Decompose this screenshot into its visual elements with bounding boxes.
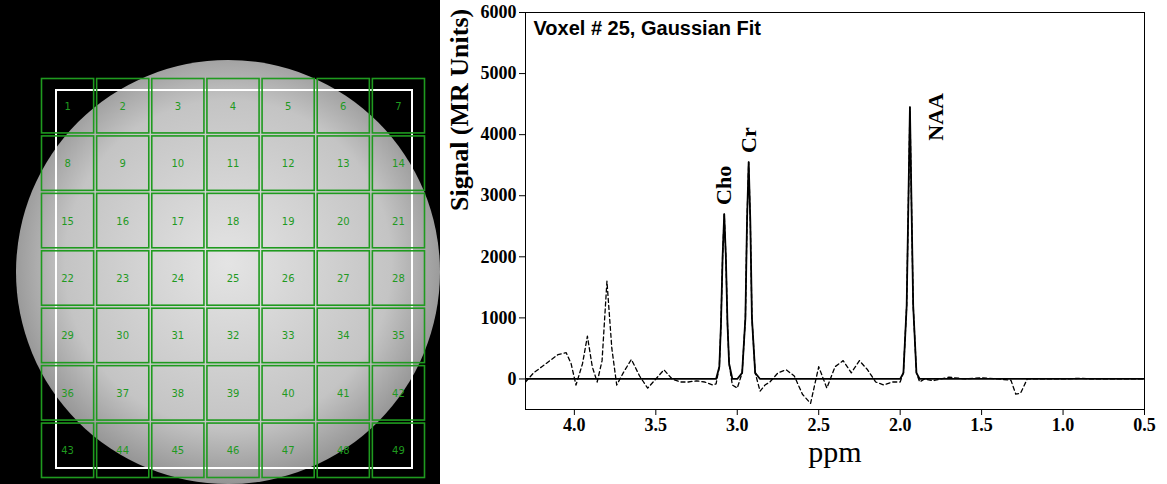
- svg-text:4: 4: [230, 101, 236, 112]
- svg-text:10: 10: [171, 158, 184, 169]
- svg-text:33: 33: [282, 330, 295, 341]
- svg-text:45: 45: [171, 445, 184, 456]
- svg-text:2.5: 2.5: [807, 415, 830, 435]
- svg-text:4000: 4000: [481, 124, 517, 144]
- svg-text:43: 43: [61, 445, 74, 456]
- svg-text:5000: 5000: [481, 63, 517, 83]
- svg-text:7: 7: [395, 101, 401, 112]
- svg-text:0: 0: [508, 369, 517, 389]
- svg-text:42: 42: [392, 388, 405, 399]
- svg-text:ppm: ppm: [808, 435, 861, 468]
- svg-text:1.5: 1.5: [970, 415, 993, 435]
- svg-text:8: 8: [64, 158, 70, 169]
- svg-text:6000: 6000: [481, 2, 517, 22]
- svg-text:12: 12: [282, 158, 295, 169]
- svg-text:9: 9: [120, 158, 126, 169]
- svg-text:18: 18: [227, 216, 240, 227]
- svg-text:11: 11: [227, 158, 240, 169]
- svg-text:23: 23: [116, 273, 129, 284]
- svg-text:2.0: 2.0: [889, 415, 912, 435]
- svg-text:NAA: NAA: [923, 93, 948, 141]
- svg-text:Cho: Cho: [711, 166, 736, 205]
- svg-text:1: 1: [64, 101, 70, 112]
- svg-text:2000: 2000: [481, 247, 517, 267]
- svg-text:35: 35: [392, 330, 405, 341]
- svg-text:3: 3: [175, 101, 181, 112]
- svg-text:29: 29: [61, 330, 74, 341]
- svg-text:1.0: 1.0: [1052, 415, 1075, 435]
- svg-text:3.0: 3.0: [726, 415, 749, 435]
- svg-text:41: 41: [337, 388, 350, 399]
- svg-text:Signal (MR Units): Signal (MR Units): [445, 9, 474, 211]
- svg-text:21: 21: [392, 216, 405, 227]
- svg-text:38: 38: [171, 388, 184, 399]
- svg-text:22: 22: [61, 273, 74, 284]
- svg-text:17: 17: [171, 216, 184, 227]
- svg-text:39: 39: [227, 388, 240, 399]
- svg-text:30: 30: [116, 330, 129, 341]
- svg-text:26: 26: [282, 273, 295, 284]
- svg-text:32: 32: [227, 330, 240, 341]
- svg-text:3000: 3000: [481, 185, 517, 205]
- svg-text:37: 37: [116, 388, 129, 399]
- svg-text:25: 25: [227, 273, 240, 284]
- svg-text:34: 34: [337, 330, 350, 341]
- svg-text:6: 6: [340, 101, 346, 112]
- svg-text:40: 40: [282, 388, 295, 399]
- svg-text:24: 24: [171, 273, 184, 284]
- svg-text:47: 47: [282, 445, 295, 456]
- svg-text:49: 49: [392, 445, 405, 456]
- svg-text:27: 27: [337, 273, 350, 284]
- svg-text:16: 16: [116, 216, 129, 227]
- svg-text:46: 46: [227, 445, 240, 456]
- svg-text:1000: 1000: [481, 308, 517, 328]
- svg-text:36: 36: [61, 388, 74, 399]
- svg-text:15: 15: [61, 216, 74, 227]
- svg-text:14: 14: [392, 158, 405, 169]
- svg-text:0.5: 0.5: [1133, 415, 1156, 435]
- svg-text:5: 5: [285, 101, 291, 112]
- svg-text:48: 48: [337, 445, 350, 456]
- svg-text:Cr: Cr: [736, 127, 761, 153]
- svg-text:28: 28: [392, 273, 405, 284]
- svg-text:19: 19: [282, 216, 295, 227]
- svg-text:20: 20: [337, 216, 350, 227]
- svg-text:31: 31: [171, 330, 184, 341]
- svg-text:4.0: 4.0: [563, 415, 586, 435]
- svg-text:Voxel # 25, Gaussian Fit: Voxel # 25, Gaussian Fit: [534, 17, 762, 39]
- svg-text:2: 2: [120, 101, 126, 112]
- svg-text:13: 13: [337, 158, 350, 169]
- svg-text:3.5: 3.5: [645, 415, 668, 435]
- svg-text:44: 44: [116, 445, 129, 456]
